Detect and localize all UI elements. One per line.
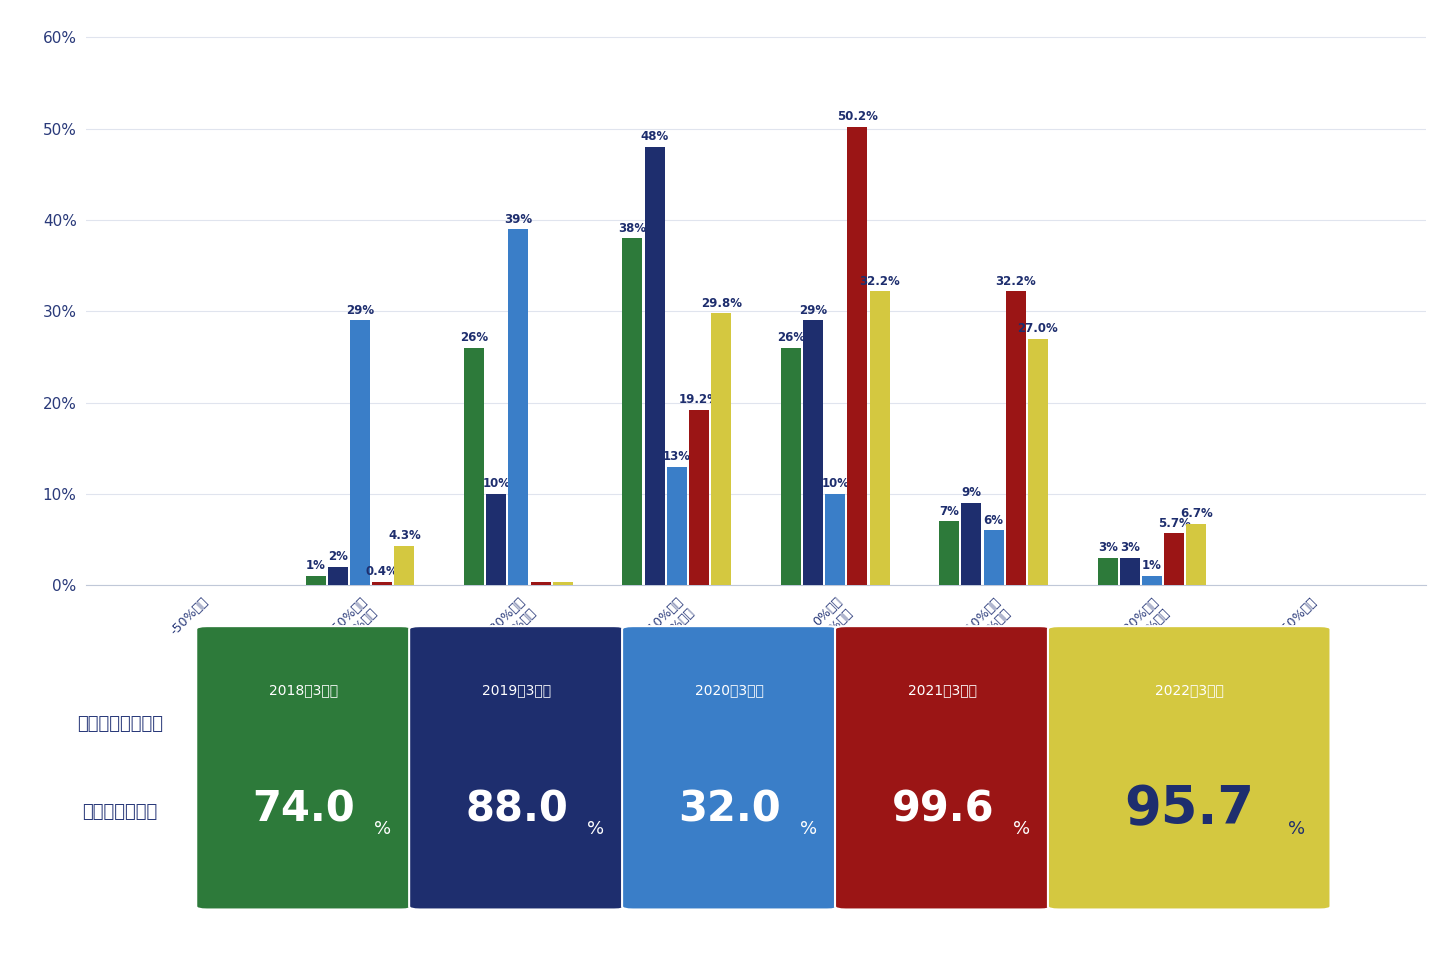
Text: 29%: 29% bbox=[346, 303, 374, 317]
FancyBboxPatch shape bbox=[409, 626, 625, 909]
Bar bbox=[372, 582, 392, 586]
Text: 26%: 26% bbox=[459, 331, 488, 345]
Text: %: % bbox=[588, 820, 603, 838]
Bar bbox=[847, 127, 867, 586]
Legend: 2018年3月末, 2019年3月末, 2020年3月末, 2021年3月末, 2022年3月末: 2018年3月末, 2019年3月末, 2020年3月末, 2021年3月末, … bbox=[400, 808, 1112, 836]
Bar bbox=[645, 147, 665, 586]
Text: 3%: 3% bbox=[1097, 541, 1117, 554]
Text: 10%: 10% bbox=[482, 477, 510, 491]
Bar bbox=[487, 494, 507, 586]
Text: 0.4%: 0.4% bbox=[366, 564, 399, 578]
FancyBboxPatch shape bbox=[1048, 626, 1331, 909]
Bar bbox=[804, 321, 824, 586]
Bar bbox=[711, 313, 732, 586]
Text: 2021年3月末: 2021年3月末 bbox=[909, 684, 978, 697]
Bar bbox=[1187, 524, 1207, 586]
Bar bbox=[962, 503, 982, 586]
Bar bbox=[780, 348, 801, 586]
Bar bbox=[305, 576, 325, 586]
Text: 6.7%: 6.7% bbox=[1179, 508, 1212, 520]
Text: 13%: 13% bbox=[662, 450, 691, 463]
Text: 32.0: 32.0 bbox=[678, 788, 782, 830]
Text: 2018年3月末: 2018年3月末 bbox=[269, 684, 338, 697]
FancyBboxPatch shape bbox=[622, 626, 838, 909]
Text: %: % bbox=[1012, 820, 1030, 838]
Text: 39%: 39% bbox=[504, 212, 533, 226]
Bar bbox=[464, 348, 484, 586]
Text: 88.0: 88.0 bbox=[465, 788, 569, 830]
Bar bbox=[508, 229, 528, 586]
Text: 2022年3月末: 2022年3月末 bbox=[1155, 684, 1224, 697]
Text: 10%: 10% bbox=[821, 477, 850, 491]
Text: 4.3%: 4.3% bbox=[387, 529, 420, 542]
Bar bbox=[622, 238, 642, 586]
Text: お客さまの割合: お客さまの割合 bbox=[82, 803, 157, 821]
Text: 29.8%: 29.8% bbox=[701, 297, 742, 309]
Bar bbox=[984, 531, 1004, 586]
Text: 27.0%: 27.0% bbox=[1018, 322, 1058, 335]
Text: %: % bbox=[1289, 820, 1306, 838]
Bar bbox=[1005, 291, 1025, 586]
Text: 32.2%: 32.2% bbox=[860, 275, 900, 288]
Text: 29%: 29% bbox=[799, 303, 827, 317]
Text: 運用益がプラスの: 運用益がプラスの bbox=[76, 715, 163, 733]
Text: 26%: 26% bbox=[776, 331, 805, 345]
Bar bbox=[553, 582, 573, 586]
Text: 1%: 1% bbox=[305, 560, 325, 572]
Text: 3%: 3% bbox=[1120, 541, 1139, 554]
Text: 95.7: 95.7 bbox=[1125, 783, 1254, 835]
Text: 7%: 7% bbox=[939, 505, 959, 517]
Bar bbox=[825, 494, 845, 586]
FancyBboxPatch shape bbox=[196, 626, 412, 909]
Text: 74.0: 74.0 bbox=[252, 788, 356, 830]
Text: 6%: 6% bbox=[984, 514, 1004, 527]
Text: 2%: 2% bbox=[328, 550, 348, 564]
Bar bbox=[530, 582, 550, 586]
Bar bbox=[395, 546, 415, 586]
Text: 2019年3月末: 2019年3月末 bbox=[482, 684, 552, 697]
Text: 1%: 1% bbox=[1142, 560, 1162, 572]
Bar bbox=[688, 410, 708, 586]
Bar bbox=[667, 467, 687, 586]
Text: 19.2%: 19.2% bbox=[678, 394, 720, 406]
FancyBboxPatch shape bbox=[835, 626, 1051, 909]
Text: %: % bbox=[374, 820, 392, 838]
Bar bbox=[939, 521, 959, 586]
Text: 5.7%: 5.7% bbox=[1158, 516, 1191, 530]
Bar bbox=[350, 321, 370, 586]
Text: 48%: 48% bbox=[641, 131, 668, 143]
Text: 32.2%: 32.2% bbox=[995, 275, 1037, 288]
Text: 9%: 9% bbox=[962, 487, 982, 499]
Bar bbox=[1142, 576, 1162, 586]
Bar bbox=[1028, 339, 1048, 586]
Text: 2020年3月末: 2020年3月末 bbox=[696, 684, 765, 697]
Text: 50.2%: 50.2% bbox=[837, 110, 878, 123]
Bar bbox=[1120, 558, 1140, 586]
Text: 38%: 38% bbox=[618, 222, 647, 234]
Bar bbox=[328, 567, 348, 586]
Text: %: % bbox=[799, 820, 816, 838]
Bar bbox=[1164, 533, 1184, 586]
Bar bbox=[870, 291, 890, 586]
Text: 99.6: 99.6 bbox=[891, 788, 994, 830]
Bar bbox=[1097, 558, 1117, 586]
